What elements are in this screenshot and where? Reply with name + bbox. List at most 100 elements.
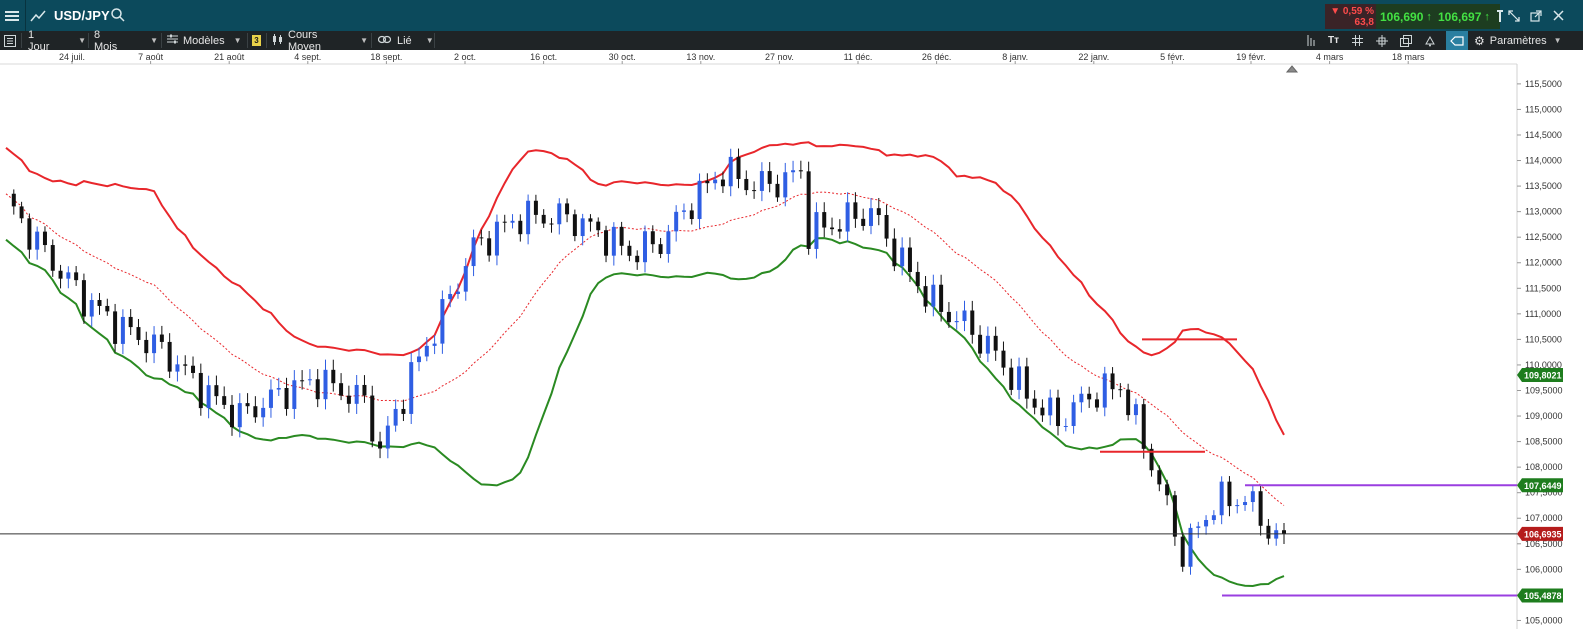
interval-dropdown[interactable]: 1 Jour ▼ [28,29,86,53]
candle-body [206,385,211,409]
candle-body [128,316,133,328]
candle-body [510,220,515,223]
indicator-count-badge[interactable]: 3 [252,35,261,46]
y-tick-label: 114,5000 [1525,130,1562,140]
bid-price-button[interactable]: 106,690 ↑ [1376,4,1440,29]
candle-body [144,339,149,354]
y-tick-label: 105,0000 [1525,615,1563,625]
y-tick-label: 115,5000 [1525,79,1562,89]
x-tick-label: 27 nov. [765,52,794,62]
chart-type-icon[interactable] [25,0,50,31]
date-axis-bar [0,50,1583,64]
price-type-label: Cours Moyen [288,28,322,53]
settings-button[interactable]: ⚙ Paramètres ▼ [1474,31,1579,50]
symbol-label[interactable]: USD/JPY [54,8,110,23]
draw-tool-icon[interactable] [1446,31,1468,50]
candle-body [42,231,47,246]
candle-body [650,231,655,245]
x-tick-label: 18 sept. [370,52,402,62]
candle-body [237,403,242,428]
candle-body [1133,404,1138,416]
candle-body [752,190,757,192]
candle-body [253,406,258,418]
arrow-up-icon: ↑ [1426,10,1432,23]
x-axis-ticks: 24 juil. 7 août 21 août 4 sept. 18 sept. 2 oc… [59,52,1425,64]
drawing-overlays [0,338,1517,597]
candle-body [105,305,110,312]
candle-body [611,226,616,256]
candle-body [892,238,897,267]
candle-body [1157,470,1162,485]
menu-icon[interactable] [0,0,24,31]
candle-body [1172,495,1177,537]
candle-body [362,384,367,396]
x-tick-label: 7 août [138,52,164,62]
separator [266,33,267,48]
candle-body [58,270,63,279]
lower-band-line [5,237,1285,588]
price-chart[interactable]: 24 juil. 7 août 21 août 4 sept. 18 sept. 2 oc… [0,50,1583,629]
templates-dropdown[interactable]: Modèles ▼ [167,31,245,50]
candle-body [1040,407,1045,416]
text-tool-icon[interactable]: Tт [1328,35,1340,46]
layers-icon[interactable] [1400,31,1416,50]
candle-body [409,362,414,414]
candle-body [1079,393,1084,403]
pin-icon[interactable] [1494,0,1506,31]
candle-body [385,425,390,449]
candle-body [331,369,336,384]
scroll-marker-icon[interactable] [1285,65,1299,73]
y-tick-label: 107,5000 [1525,488,1563,498]
search-icon[interactable] [110,7,126,23]
candle-body [884,215,889,239]
candle-body [806,171,811,249]
caret-down-icon: ▼ [425,36,434,45]
candle-body [432,343,437,346]
separator [247,33,248,48]
panel-toggle-icon[interactable] [4,31,18,50]
crosshair-icon[interactable] [1376,31,1392,50]
link-dropdown[interactable]: Lié ▼ [377,31,434,50]
range-dropdown[interactable]: 8 Mois ▼ [94,29,158,53]
grid-icon[interactable] [1352,31,1368,50]
x-tick-label: 19 févr. [1236,52,1266,62]
upper-band-price-label: 109,8021 [1524,371,1562,381]
candle-body [713,179,718,184]
x-tick-label: 26 déc. [922,52,952,62]
candle-body [666,231,671,254]
candle-body [978,334,983,354]
layout-icon[interactable] [1306,31,1322,50]
candle-body [635,255,640,263]
candle-body [822,212,827,228]
templates-icon [167,34,178,47]
candle-body [159,334,164,342]
candle-body [284,387,289,409]
candle-body [183,364,188,366]
popout-icon[interactable] [1526,0,1546,31]
candle-body [455,291,460,294]
x-tick-label: 5 févr. [1160,52,1185,62]
price-type-dropdown[interactable]: Cours Moyen ▼ [272,28,368,53]
bid-price: 106,690 [1380,9,1424,24]
templates-label: Modèles [183,34,225,47]
caret-down-icon: ▼ [150,36,158,45]
candle-body [619,226,624,246]
resize-icon[interactable] [1505,0,1523,31]
candle-body [993,335,998,351]
candle-body [1048,397,1053,416]
close-icon[interactable] [1548,0,1568,31]
candle-body [11,193,16,207]
last-price-label: 106,6935 [1524,529,1562,539]
candle-body [479,237,484,239]
candle-body [463,266,468,292]
support-price-label: 105,4878 [1524,591,1562,601]
alert-icon[interactable] [1424,31,1440,50]
candle-body [323,369,328,400]
candlesticks [11,148,1286,575]
candle-body [970,310,975,335]
candle-body [783,172,788,198]
ask-price-button[interactable]: 106,697 ↑ [1434,4,1500,29]
separator [88,33,89,48]
settings-label: Paramètres [1489,34,1547,47]
candle-body [50,245,55,271]
